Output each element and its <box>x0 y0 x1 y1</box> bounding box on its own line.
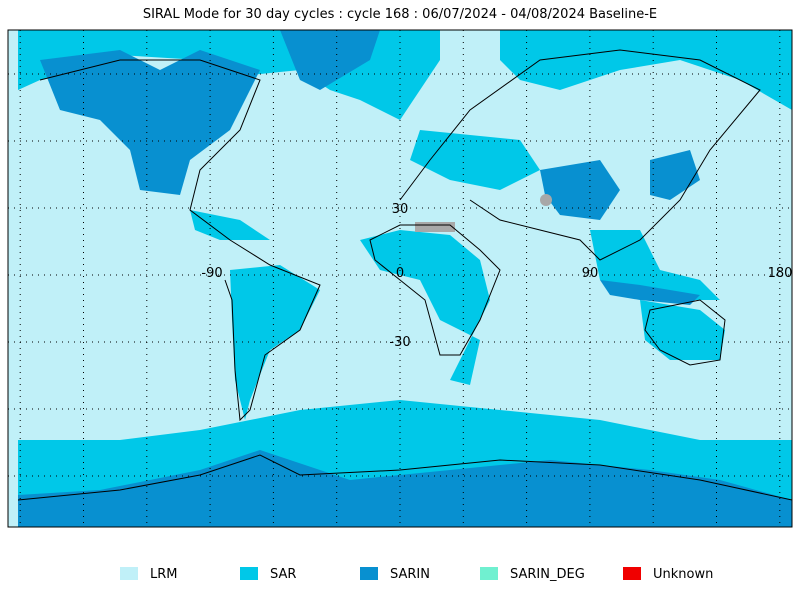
sarin-region <box>540 160 620 220</box>
graticule <box>8 30 792 527</box>
map-frame <box>7 29 793 528</box>
sar-region <box>500 30 792 110</box>
unknown-data-area <box>540 194 552 206</box>
legend-swatch <box>120 567 138 580</box>
sarin-region <box>600 280 700 305</box>
legend-swatch <box>240 567 258 580</box>
sarin-region <box>40 50 260 195</box>
sar-region <box>590 230 720 300</box>
legend-label: SARIN_DEG <box>510 567 585 582</box>
lon-label: -90 <box>201 266 222 281</box>
lon-label: 90 <box>582 266 599 281</box>
lon-label: 180 <box>768 266 793 281</box>
sar-region <box>360 230 490 385</box>
sar-region <box>190 210 270 240</box>
sarin-region <box>280 30 380 90</box>
lat-label: 30 <box>392 202 409 217</box>
map: 30 -90 0 90 180 -30 <box>7 29 793 528</box>
legend-swatch <box>623 567 641 580</box>
unknown-data-area <box>415 222 455 232</box>
legend-label: LRM <box>150 567 178 582</box>
legend-label: SARIN <box>390 567 430 582</box>
legend-label: Unknown <box>653 567 713 582</box>
legend-label: SAR <box>270 567 296 582</box>
coastline <box>369 224 501 356</box>
sar-region <box>230 265 320 420</box>
sar-region <box>640 300 725 360</box>
lat-label: -30 <box>389 335 410 350</box>
coastline <box>644 299 726 366</box>
sarin-region <box>18 450 792 527</box>
lon-label: 0 <box>396 266 404 281</box>
legend: LRM SAR SARIN SARIN_DEG Unknown <box>120 567 713 582</box>
legend-swatch <box>360 567 378 580</box>
title: SIRAL Mode for 30 day cycles : cycle 168… <box>143 7 657 22</box>
coastline <box>39 59 321 422</box>
coastline <box>17 454 793 501</box>
coastline <box>399 49 761 261</box>
legend-swatch <box>480 567 498 580</box>
